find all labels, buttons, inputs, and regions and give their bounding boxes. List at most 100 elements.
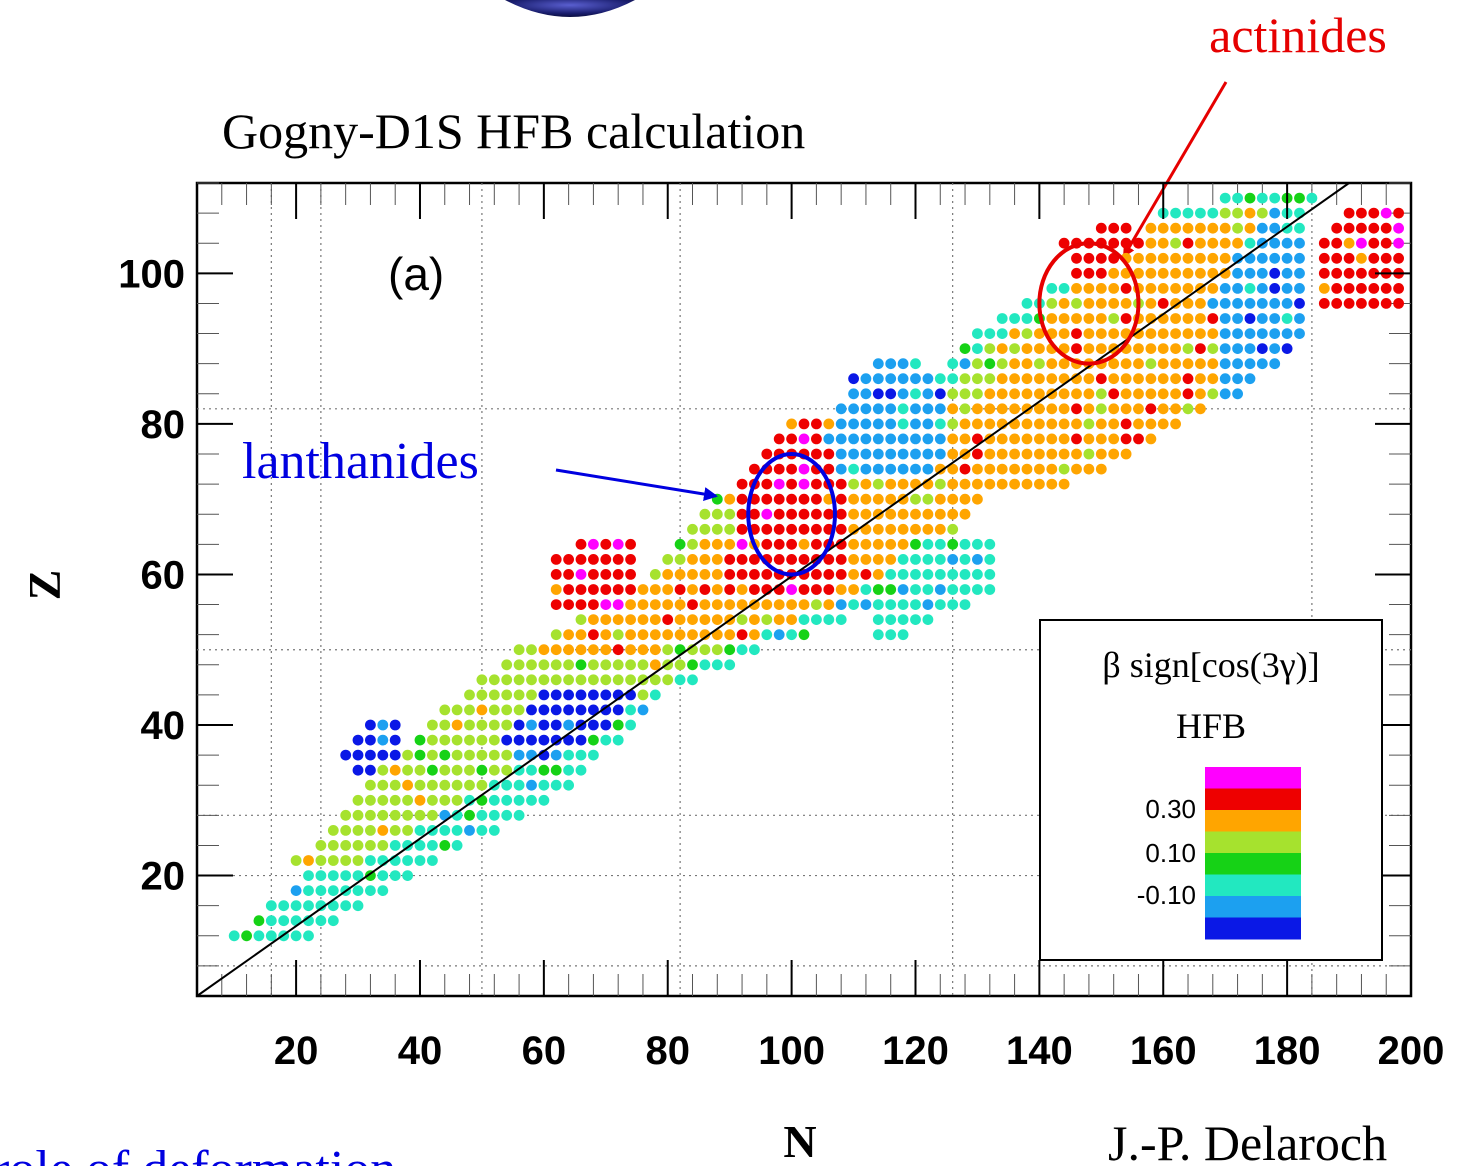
nuclide-point [377,749,389,761]
nuclide-point [1232,283,1243,294]
nuclide-point [1294,313,1305,324]
nuclide-point [526,674,537,686]
nuclide-point [910,463,921,475]
nuclide-point [1331,237,1343,249]
nuclide-point [1157,388,1169,400]
nuclide-point [798,538,810,550]
nuclide-point [934,523,946,535]
nuclide-point [848,478,859,490]
nuclide-point [1281,343,1293,354]
nuclide-point [1058,418,1070,430]
nuclide-point [711,599,723,610]
nuclide-point [934,478,946,490]
nuclide-point [984,343,996,354]
nuclide-point [625,538,636,550]
nuclide-point [687,538,698,550]
nuclide-point [612,659,624,671]
nuclide-point [872,599,884,610]
nuclide-point [959,478,971,490]
nuclide-point [414,825,426,836]
nuclide-point [1071,328,1082,339]
nuclide-point [860,569,872,580]
nuclide-point [588,554,599,565]
nuclide-point [1244,222,1256,234]
nuclide-point [1331,252,1343,264]
nuclide-point [711,644,723,656]
nuclide-point [872,569,884,580]
nuclide-point [897,569,909,580]
nuclide-point [1380,283,1392,294]
nuclide-point [1095,388,1107,400]
nuclide-point [290,930,302,942]
nuclide-point [761,523,773,535]
nuclide-point [736,584,748,595]
nuclide-point [588,704,599,716]
nuclide-point [872,358,884,370]
nuclide-point [724,629,736,641]
nuclide-point [773,523,785,535]
nuclide-point [1356,252,1367,264]
nuclide-point [513,689,525,701]
nuclide-point [1083,252,1095,264]
nuclide-point [1182,403,1194,415]
nuclide-point [1071,418,1082,430]
y-tick-label: 60 [141,553,186,597]
legend-swatch [1205,767,1301,789]
nuclide-point [1021,463,1033,475]
nuclide-point [414,840,426,851]
nuclide-point [550,554,562,565]
nuclide-point [996,343,1008,354]
nuclide-point [526,794,537,806]
nuclide-point [910,493,921,505]
nuclide-point [1145,343,1157,354]
nuclide-point [947,554,959,565]
nuclide-point [860,493,872,505]
nuclide-point [538,719,550,731]
nuclide-point [885,508,897,520]
nuclide-point [860,599,872,610]
nuclide-point [687,554,698,565]
nuclide-point [984,358,996,370]
nuclide-point [922,538,934,550]
nuclide-point [1244,358,1256,370]
nuclide-point [1256,267,1268,279]
nuclide-point [885,388,897,400]
nuclide-point [972,463,983,475]
nuclide-point [922,418,934,430]
nuclide-point [996,328,1008,339]
nuclide-point [897,478,909,490]
nuclide-point [922,388,934,400]
nuclide-point [922,599,934,610]
nuclide-point [414,764,426,776]
nuclide-point [1393,222,1404,234]
nuclide-point [848,373,859,385]
nuclide-point [798,554,810,565]
nuclide-point [798,493,810,505]
nuclide-point [1318,237,1330,249]
nuclide-point [538,659,550,671]
nuclide-point [699,538,711,550]
nuclide-point [1108,388,1120,400]
nuclide-point [1380,237,1392,249]
nuclide-point [786,584,797,595]
nuclide-point [996,313,1008,324]
nuclide-point [612,629,624,641]
nuclide-point [1071,267,1082,279]
nuclide-point [736,629,748,641]
nuclide-point [550,779,562,791]
nuclide-point [934,388,946,400]
nuclide-point [1021,388,1033,400]
nuclide-point [872,584,884,595]
lanthanides-circle [746,452,837,577]
nuclide-point [860,418,872,430]
nuclide-point [389,749,401,761]
footer-left-text: role of deformation [0,1141,396,1166]
nuclide-point [649,674,661,686]
nuclide-point [1207,252,1219,264]
nuclide-point [414,794,426,806]
nuclide-point [947,373,959,385]
nuclide-point [1071,448,1082,460]
nuclide-point [1157,222,1169,234]
nuclide-point [1219,313,1231,324]
nuclide-point [910,614,921,625]
